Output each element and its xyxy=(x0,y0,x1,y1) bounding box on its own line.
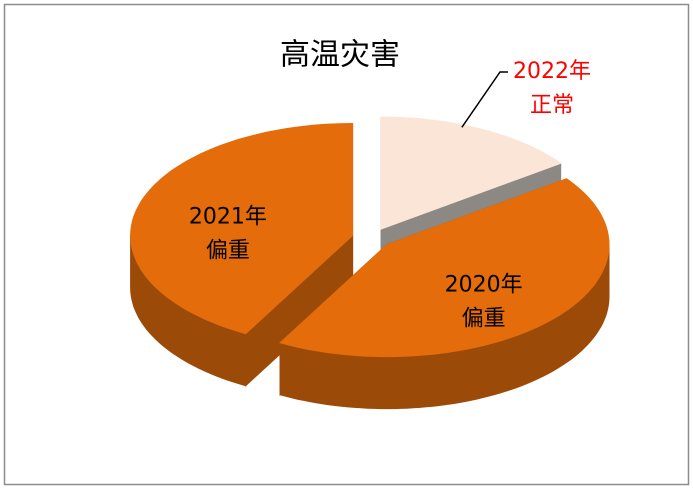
pie-slice xyxy=(130,122,354,387)
slice-top xyxy=(380,116,562,230)
leader-line xyxy=(461,71,508,128)
slice-top xyxy=(130,122,354,335)
slice-top xyxy=(279,178,610,358)
slice-label: 2020年 xyxy=(445,273,523,298)
slice-label: 2022年 xyxy=(513,59,591,84)
slice-status: 偏重 xyxy=(462,307,506,332)
slice-label: 2021年 xyxy=(189,204,267,229)
slice-status: 偏重 xyxy=(206,238,250,263)
chart-title: 高温灾害 xyxy=(280,38,400,73)
slice-status: 正常 xyxy=(530,93,574,118)
pie-slice xyxy=(279,178,610,410)
